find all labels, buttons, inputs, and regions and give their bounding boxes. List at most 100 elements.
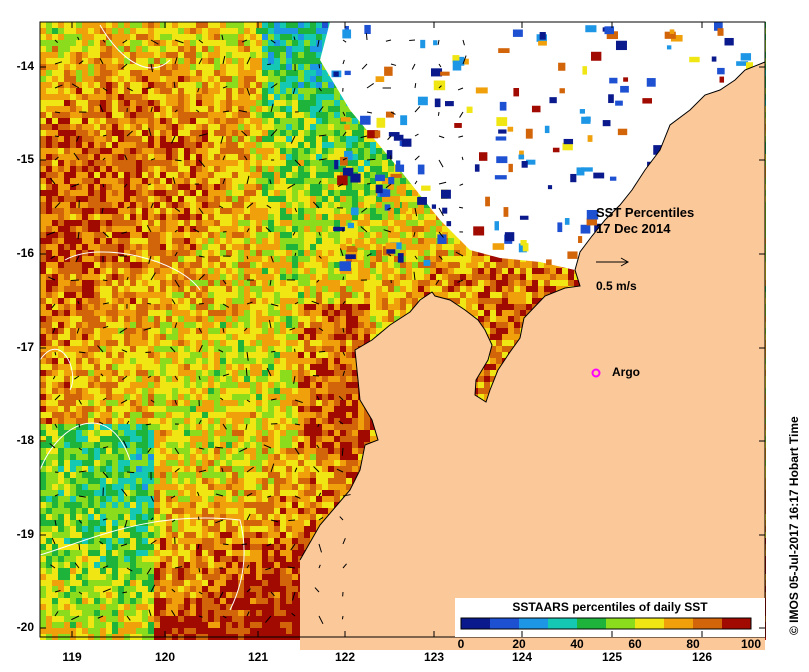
sst-cell	[424, 208, 430, 214]
sst-cell	[298, 208, 304, 214]
sst-cell	[154, 112, 160, 118]
sst-cell	[154, 166, 160, 172]
sst-cell	[94, 124, 100, 130]
sst-cell	[298, 28, 304, 34]
sst-cell	[166, 28, 172, 34]
sst-cell	[190, 160, 196, 166]
sst-cell	[304, 184, 310, 190]
sst-cell	[58, 142, 64, 148]
sst-cell	[178, 106, 184, 112]
sst-cell	[52, 184, 58, 190]
sst-cell	[112, 196, 118, 202]
sst-cell	[226, 58, 232, 64]
sst-cell	[346, 106, 352, 112]
sst-cell	[406, 238, 412, 244]
sst-cell	[52, 262, 58, 268]
sst-cell	[70, 172, 76, 178]
sst-cell	[184, 208, 190, 214]
sst-cell	[322, 136, 328, 142]
sst-cell	[64, 34, 70, 40]
sst-cell	[244, 238, 250, 244]
sst-cell	[370, 160, 376, 166]
sst-cell	[40, 166, 46, 172]
sst-cell	[286, 130, 292, 136]
sst-cell	[40, 118, 46, 124]
sst-cell	[334, 190, 340, 196]
sst-cell	[202, 100, 208, 106]
sst-cell	[352, 166, 358, 172]
sst-cell	[130, 232, 136, 238]
sst-cell	[190, 52, 196, 58]
sst-cell	[310, 112, 316, 118]
sst-cell	[478, 250, 484, 256]
sst-cell	[244, 154, 250, 160]
sst-cell	[334, 250, 340, 256]
sst-cell	[436, 244, 442, 250]
sst-cell	[136, 226, 142, 232]
sst-cell	[328, 250, 334, 256]
sst-cell	[202, 40, 208, 46]
sst-cell	[70, 214, 76, 220]
sst-cell	[178, 238, 184, 244]
sst-cell	[262, 136, 268, 142]
sst-cell	[178, 184, 184, 190]
sst-cell	[142, 34, 148, 40]
sst-cell	[64, 94, 70, 100]
sst-cell	[220, 238, 226, 244]
sst-cell	[118, 118, 124, 124]
sst-cell	[184, 214, 190, 220]
sst-cell	[262, 100, 268, 106]
sst-cell	[82, 22, 88, 28]
sst-cell	[118, 262, 124, 268]
sst-cell	[358, 196, 364, 202]
sst-cell	[154, 244, 160, 250]
sst-cell	[172, 190, 178, 196]
sst-cell	[256, 208, 262, 214]
sst-cell	[46, 40, 52, 46]
sst-cell	[106, 106, 112, 112]
sst-cell	[310, 142, 316, 148]
sst-cell	[76, 142, 82, 148]
sst-cell	[304, 250, 310, 256]
sst-cell	[148, 82, 154, 88]
sst-cell	[262, 262, 268, 268]
sst-cell	[322, 172, 328, 178]
sst-cell	[154, 46, 160, 52]
sst-cell	[88, 232, 94, 238]
sst-cell	[112, 250, 118, 256]
sst-cell	[226, 46, 232, 52]
sst-cell	[238, 124, 244, 130]
sst-cell	[172, 58, 178, 64]
sst-cell	[136, 208, 142, 214]
sst-cell	[112, 190, 118, 196]
sst-cell	[280, 100, 286, 106]
sst-cell	[286, 28, 292, 34]
sst-cell	[40, 52, 46, 58]
sst-cell	[118, 100, 124, 106]
sst-cell	[76, 184, 82, 190]
sst-cell	[244, 232, 250, 238]
sst-cell	[46, 76, 52, 82]
sst-cell	[166, 118, 172, 124]
sst-cell	[136, 202, 142, 208]
sst-cell	[178, 118, 184, 124]
sst-cell	[100, 82, 106, 88]
sst-cell	[82, 58, 88, 64]
sst-cell	[190, 34, 196, 40]
sst-cell	[166, 172, 172, 178]
sst-cell	[46, 226, 52, 232]
sst-cell	[250, 166, 256, 172]
sst-cell	[526, 262, 532, 268]
sst-cell	[154, 196, 160, 202]
sst-cell	[202, 142, 208, 148]
sst-cell	[304, 238, 310, 244]
sst-cell	[100, 268, 106, 274]
sst-cell	[64, 82, 70, 88]
sst-cell	[286, 178, 292, 184]
sst-cell	[178, 232, 184, 238]
sst-cell	[262, 130, 268, 136]
sst-cell	[214, 154, 220, 160]
sst-cell	[298, 58, 304, 64]
sst-cell	[310, 208, 316, 214]
sst-cell	[268, 112, 274, 118]
